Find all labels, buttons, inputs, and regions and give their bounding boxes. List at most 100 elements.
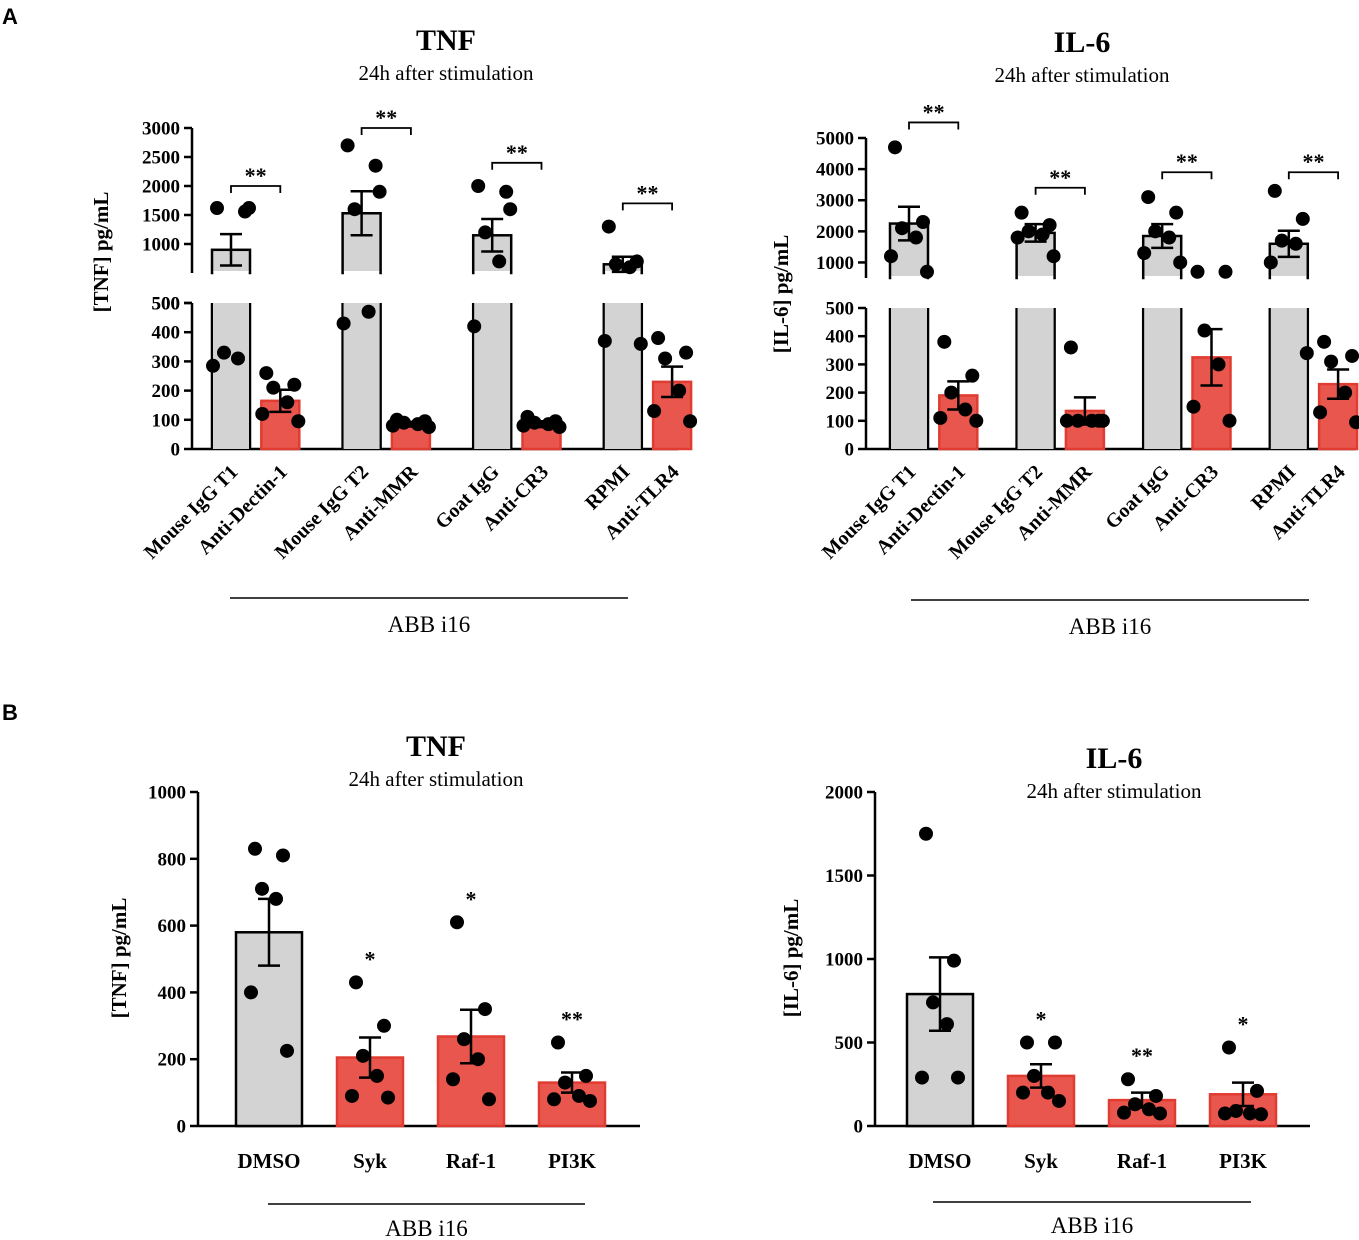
bar-break-mask: [1017, 276, 1054, 280]
bar-break-mask: [1271, 276, 1307, 280]
data-point: [478, 225, 493, 240]
y-axis-label: [IL-6] pg/mL: [769, 235, 793, 353]
data-point: [958, 402, 973, 417]
data-point: [349, 975, 363, 990]
significance-bracket: [360, 127, 412, 135]
data-point: [944, 385, 959, 400]
bar-edge-lower: [1268, 308, 1310, 449]
chart-title: IL-6: [1086, 742, 1143, 775]
data-point: [884, 249, 898, 264]
y-tick-label: 3000: [142, 119, 180, 140]
group-label: ABB i16: [1069, 614, 1151, 639]
data-point: [1317, 334, 1332, 349]
data-point: [1349, 415, 1359, 430]
data-point: [1288, 236, 1303, 251]
data-point: [551, 1035, 565, 1050]
data-point: [457, 1032, 471, 1047]
bar-break-mask: [891, 276, 927, 280]
data-point: [248, 841, 262, 856]
data-point: [1295, 211, 1310, 226]
data-point: [478, 1002, 492, 1017]
bar-break-mask: [213, 271, 249, 275]
data-point: [1211, 357, 1226, 372]
bar-edge-lower: [602, 303, 644, 449]
data-point: [647, 404, 662, 419]
data-point: [1117, 1105, 1131, 1120]
data-point: [1041, 1085, 1055, 1100]
chart-title: TNF: [416, 24, 476, 57]
data-point: [217, 345, 231, 360]
data-point: [287, 377, 302, 392]
data-point: [1229, 1103, 1243, 1118]
data-point: [579, 1068, 593, 1083]
y-tick-label: 0: [845, 440, 855, 461]
data-point: [1338, 385, 1353, 400]
data-point: [347, 202, 362, 217]
bar-edge-lower: [1141, 308, 1183, 449]
data-point: [210, 201, 224, 216]
data-point: [672, 383, 687, 398]
bar-lower: [343, 303, 380, 449]
data-point: [276, 848, 290, 863]
data-point: [658, 351, 673, 366]
y-tick-label: 800: [158, 849, 187, 870]
data-point: [340, 138, 355, 153]
data-point: [1218, 264, 1233, 279]
y-tick-label: 100: [152, 410, 181, 431]
data-point: [1070, 413, 1085, 428]
data-point: [527, 415, 542, 430]
data-point: [1052, 1093, 1066, 1108]
y-tick-label: 300: [826, 355, 855, 376]
group-label: ABB i16: [385, 1216, 467, 1240]
data-point: [1313, 405, 1328, 420]
data-point: [633, 336, 648, 351]
y-tick-label: 400: [158, 983, 187, 1004]
bar-break-mask: [474, 271, 510, 275]
data-point: [552, 420, 567, 435]
data-point: [547, 1092, 561, 1107]
data-point: [361, 304, 376, 319]
data-point: [920, 264, 934, 279]
y-tick-label: 4000: [816, 160, 854, 181]
data-point: [1141, 190, 1156, 205]
chart-subtitle: 24h after stimulation: [995, 63, 1170, 87]
x-category-label: PI3K: [548, 1149, 597, 1173]
data-point: [206, 358, 220, 373]
data-point: [1059, 413, 1074, 428]
data-point: [450, 915, 464, 930]
data-point: [1021, 224, 1036, 239]
data-point: [937, 334, 952, 349]
chart-title: TNF: [406, 730, 466, 763]
data-point: [499, 184, 514, 199]
data-point: [919, 826, 933, 841]
data-point: [1142, 1102, 1156, 1117]
y-tick-label: 500: [152, 294, 181, 315]
data-point: [1048, 1035, 1062, 1050]
data-point: [926, 995, 940, 1010]
chart-a-tnf: TNF 24h after stimulation [TNF] pg/mL 0 100 2…: [89, 24, 698, 637]
y-tick-label: 1500: [825, 866, 863, 887]
data-point: [1121, 1072, 1135, 1087]
data-point: [1148, 224, 1163, 239]
data-point: [1186, 399, 1201, 414]
data-point: [1324, 354, 1339, 369]
data-point: [1010, 230, 1025, 245]
significance-bracket: [1034, 186, 1086, 195]
data-point: [266, 380, 281, 395]
x-category-label: Raf-1: [1117, 1149, 1167, 1173]
data-point: [467, 319, 482, 334]
data-point: [244, 985, 258, 1000]
data-point: [947, 953, 961, 968]
data-point: [909, 230, 923, 245]
data-point: [1243, 1106, 1257, 1121]
data-point: [572, 1088, 586, 1103]
data-point: [1084, 413, 1099, 428]
significance-label: **: [561, 1007, 583, 1032]
data-point: [421, 420, 436, 435]
data-point: [385, 418, 400, 433]
chart-title: IL-6: [1054, 26, 1111, 59]
data-point: [231, 351, 245, 366]
data-point: [1169, 205, 1184, 220]
data-point: [368, 158, 383, 173]
